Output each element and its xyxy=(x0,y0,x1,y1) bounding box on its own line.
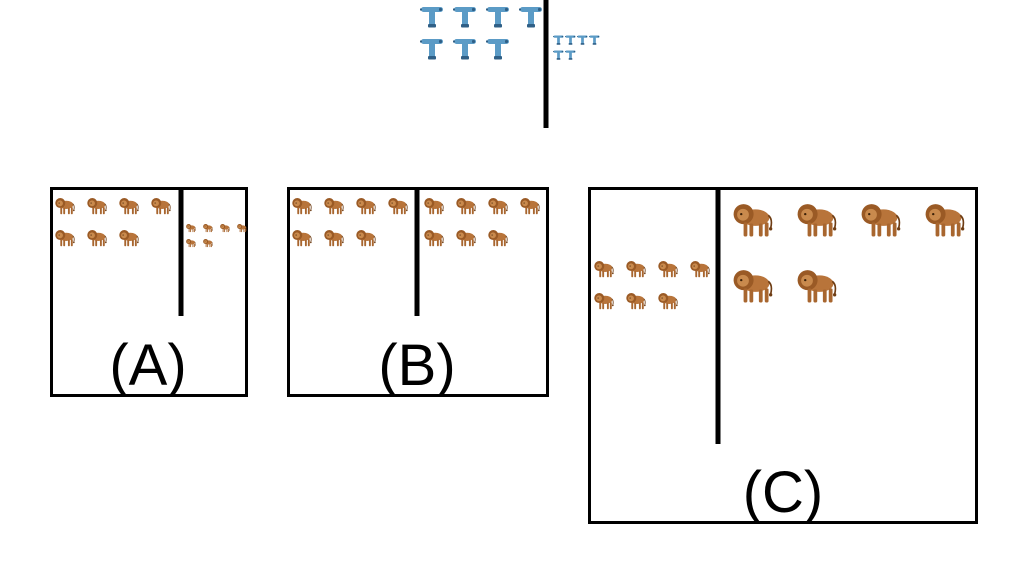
example-left-objects xyxy=(420,7,542,60)
lion-icon xyxy=(356,197,376,215)
drill-icon xyxy=(486,39,509,60)
lion-icon xyxy=(861,203,901,238)
lion-icon xyxy=(456,197,476,215)
option-b-right-objects xyxy=(424,197,540,247)
lion-icon xyxy=(292,229,312,247)
option-c-frame xyxy=(588,187,978,524)
option-c-left-objects xyxy=(594,260,710,310)
lion-icon xyxy=(488,229,508,247)
lion-icon xyxy=(55,229,75,247)
drill-icon xyxy=(553,35,564,45)
lion-icon xyxy=(151,197,171,215)
lion-icon xyxy=(733,269,773,304)
option-a-right-objects xyxy=(186,223,247,248)
lion-icon xyxy=(388,197,408,215)
lion-icon xyxy=(87,197,107,215)
lion-icon xyxy=(203,223,213,233)
lion-icon xyxy=(925,203,965,238)
lion-icon xyxy=(119,229,139,247)
option-b-left-objects xyxy=(292,197,408,247)
lion-icon xyxy=(324,229,344,247)
drill-icon xyxy=(453,39,476,60)
drill-icon xyxy=(486,7,509,28)
option-b-label: (B) xyxy=(378,333,455,398)
option-c-panel[interactable]: (C) xyxy=(588,187,978,525)
drill-icon xyxy=(420,7,443,28)
lion-icon xyxy=(733,203,773,238)
example-group xyxy=(420,0,600,128)
lion-icon xyxy=(658,292,678,310)
option-a-panel[interactable]: (A) xyxy=(50,187,248,398)
option-a-label: (A) xyxy=(109,333,186,398)
lion-icon xyxy=(488,197,508,215)
lion-icon xyxy=(626,292,646,310)
lion-icon xyxy=(626,260,646,278)
lion-icon xyxy=(797,203,837,238)
drill-icon xyxy=(565,35,576,45)
lion-icon xyxy=(797,269,837,304)
lion-icon xyxy=(186,238,196,248)
lion-icon xyxy=(594,292,614,310)
lion-icon xyxy=(87,229,107,247)
drill-icon xyxy=(589,35,600,45)
option-b-panel[interactable]: (B) xyxy=(287,187,549,398)
lion-icon xyxy=(658,260,678,278)
lion-icon xyxy=(220,223,230,233)
lion-icon xyxy=(119,197,139,215)
drill-icon xyxy=(553,50,564,60)
example-right-objects xyxy=(553,35,600,60)
option-c-label: (C) xyxy=(743,460,824,525)
lion-icon xyxy=(292,197,312,215)
drill-icon xyxy=(565,50,576,60)
lion-icon xyxy=(594,260,614,278)
lion-icon xyxy=(356,229,376,247)
drill-icon xyxy=(519,7,542,28)
lion-icon xyxy=(324,197,344,215)
option-c-right-objects xyxy=(733,203,965,304)
lion-icon xyxy=(456,229,476,247)
lion-icon xyxy=(690,260,710,278)
lion-icon xyxy=(186,223,196,233)
option-a-frame xyxy=(50,187,248,397)
lion-icon xyxy=(424,229,444,247)
lion-icon xyxy=(424,197,444,215)
lion-icon xyxy=(520,197,540,215)
drill-icon xyxy=(453,7,476,28)
lion-icon xyxy=(203,238,213,248)
drill-icon xyxy=(420,39,443,60)
option-a-left-objects xyxy=(55,197,171,247)
drill-icon xyxy=(577,35,588,45)
lion-icon xyxy=(55,197,75,215)
